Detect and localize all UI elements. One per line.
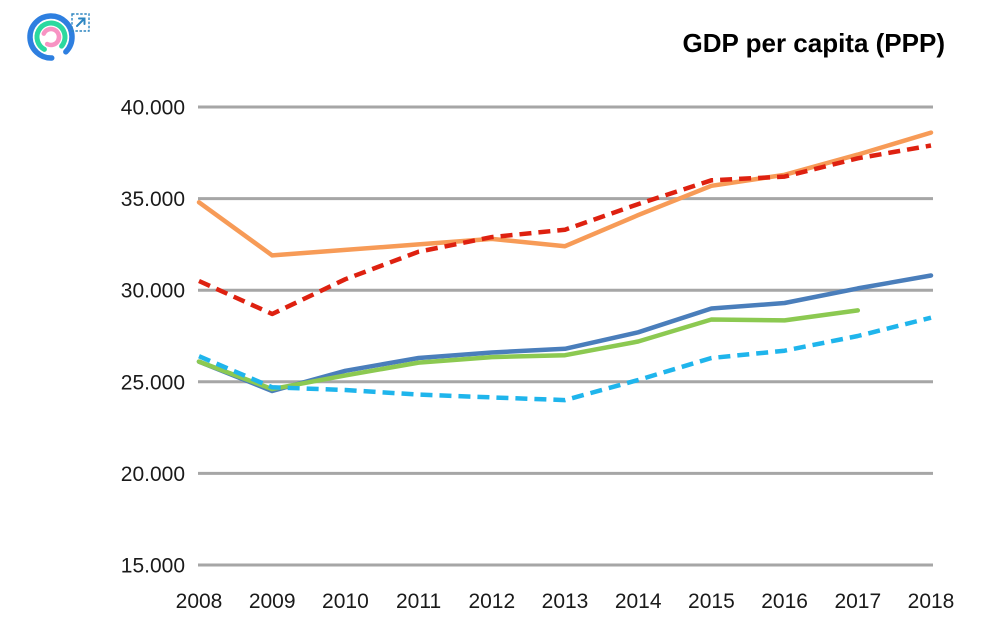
x-axis-tick-label: 2017 <box>834 590 881 613</box>
external-link-icon[interactable] <box>71 13 90 32</box>
logo[interactable] <box>22 8 80 66</box>
y-axis-tick-label: 40.000 <box>121 97 185 120</box>
chart-title: GDP per capita (PPP) <box>682 28 946 58</box>
logo-middle-ring <box>34 20 68 54</box>
x-axis-tick-label: 2010 <box>322 590 369 613</box>
logo-inner-ring <box>40 26 62 48</box>
x-axis-tick-label: 2013 <box>542 590 589 613</box>
y-axis-tick-label: 35.000 <box>121 188 185 211</box>
y-axis-tick-label: 25.000 <box>121 371 185 394</box>
external-link-box <box>71 13 90 32</box>
series-green-solid <box>196 308 861 392</box>
x-axis-tick-label: 2009 <box>249 590 296 613</box>
concentric-rings-logo <box>27 13 75 61</box>
x-axis-tick-label: 2014 <box>615 590 662 613</box>
x-axis-tick-label: 2011 <box>396 590 441 613</box>
series-red-dashed <box>198 143 932 317</box>
x-axis-tick-label: 2012 <box>468 590 515 613</box>
logo-outer-ring <box>27 13 75 61</box>
y-axis-tick-label: 20.000 <box>121 463 185 486</box>
series-cyan-dashed <box>198 315 932 403</box>
x-axis-tick-label: 2008 <box>176 590 223 613</box>
external-link-arrow <box>76 17 86 27</box>
series-orange-solid <box>196 130 934 258</box>
series-blue-solid <box>196 273 934 394</box>
y-axis-tick-label: 15.000 <box>121 555 185 578</box>
x-axis-tick-label: 2018 <box>908 590 955 613</box>
y-axis-tick-label: 30.000 <box>121 280 185 303</box>
x-axis-tick-label: 2016 <box>761 590 808 613</box>
x-axis-tick-label: 2015 <box>688 590 735 613</box>
